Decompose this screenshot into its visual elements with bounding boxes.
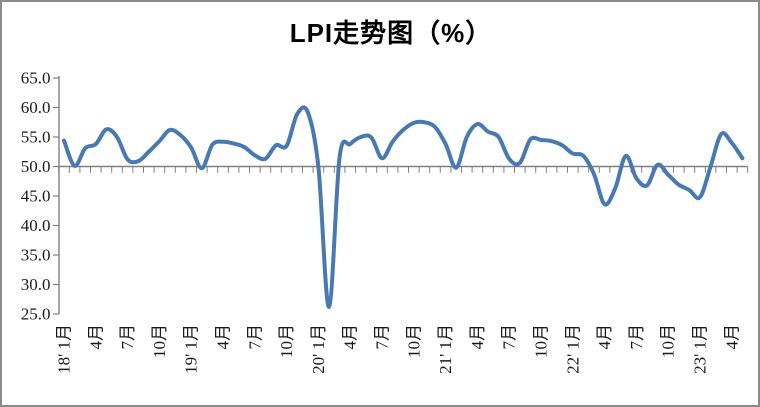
x-axis-tick-label: 4月 [722, 324, 741, 350]
y-axis-tick-label: 30.0 [21, 275, 51, 294]
x-axis-tick-label: 4月 [86, 324, 105, 350]
x-axis-tick-label: 7月 [627, 324, 646, 350]
y-axis-tick-label: 50.0 [21, 157, 51, 176]
x-axis-tick-label: 10月 [404, 324, 423, 358]
x-axis-tick-label: 4月 [214, 324, 233, 350]
chart-title: LPI走势图（%） [289, 18, 493, 48]
x-axis-tick-label: 7月 [373, 324, 392, 350]
y-axis-tick-label: 45.0 [21, 187, 51, 206]
y-axis-tick-label: 40.0 [21, 216, 51, 235]
x-axis-tick-label: 10月 [150, 324, 169, 358]
x-axis-tick-label: 20' 1月 [309, 324, 328, 374]
y-axis-tick-label: 55.0 [21, 128, 51, 147]
x-axis-tick-label: 7月 [500, 324, 519, 350]
y-axis-tick-label: 35.0 [21, 246, 51, 265]
x-axis-tick-label: 19' 1月 [182, 324, 201, 374]
x-axis-tick-label: 7月 [245, 324, 264, 350]
x-axis-tick-label: 7月 [118, 324, 137, 350]
x-axis-tick-label: 18' 1月 [55, 324, 74, 374]
x-axis-tick-label: 10月 [532, 324, 551, 358]
y-axis-tick-label: 25.0 [21, 305, 51, 324]
x-axis-tick-label: 21' 1月 [436, 324, 455, 374]
x-axis-tick-label: 4月 [341, 324, 360, 350]
x-axis-tick-label: 23' 1月 [691, 324, 710, 374]
y-axis-tick-label: 65.0 [21, 69, 51, 88]
x-axis-tick-label: 4月 [595, 324, 614, 350]
x-axis-tick-label: 4月 [468, 324, 487, 350]
y-axis-tick-label: 60.0 [21, 98, 51, 117]
lpi-series-line [62, 105, 745, 309]
x-axis-tick-label: 10月 [277, 324, 296, 358]
x-axis-tick-label: 22' 1月 [563, 324, 582, 374]
x-axis-tick-label: 10月 [659, 324, 678, 358]
